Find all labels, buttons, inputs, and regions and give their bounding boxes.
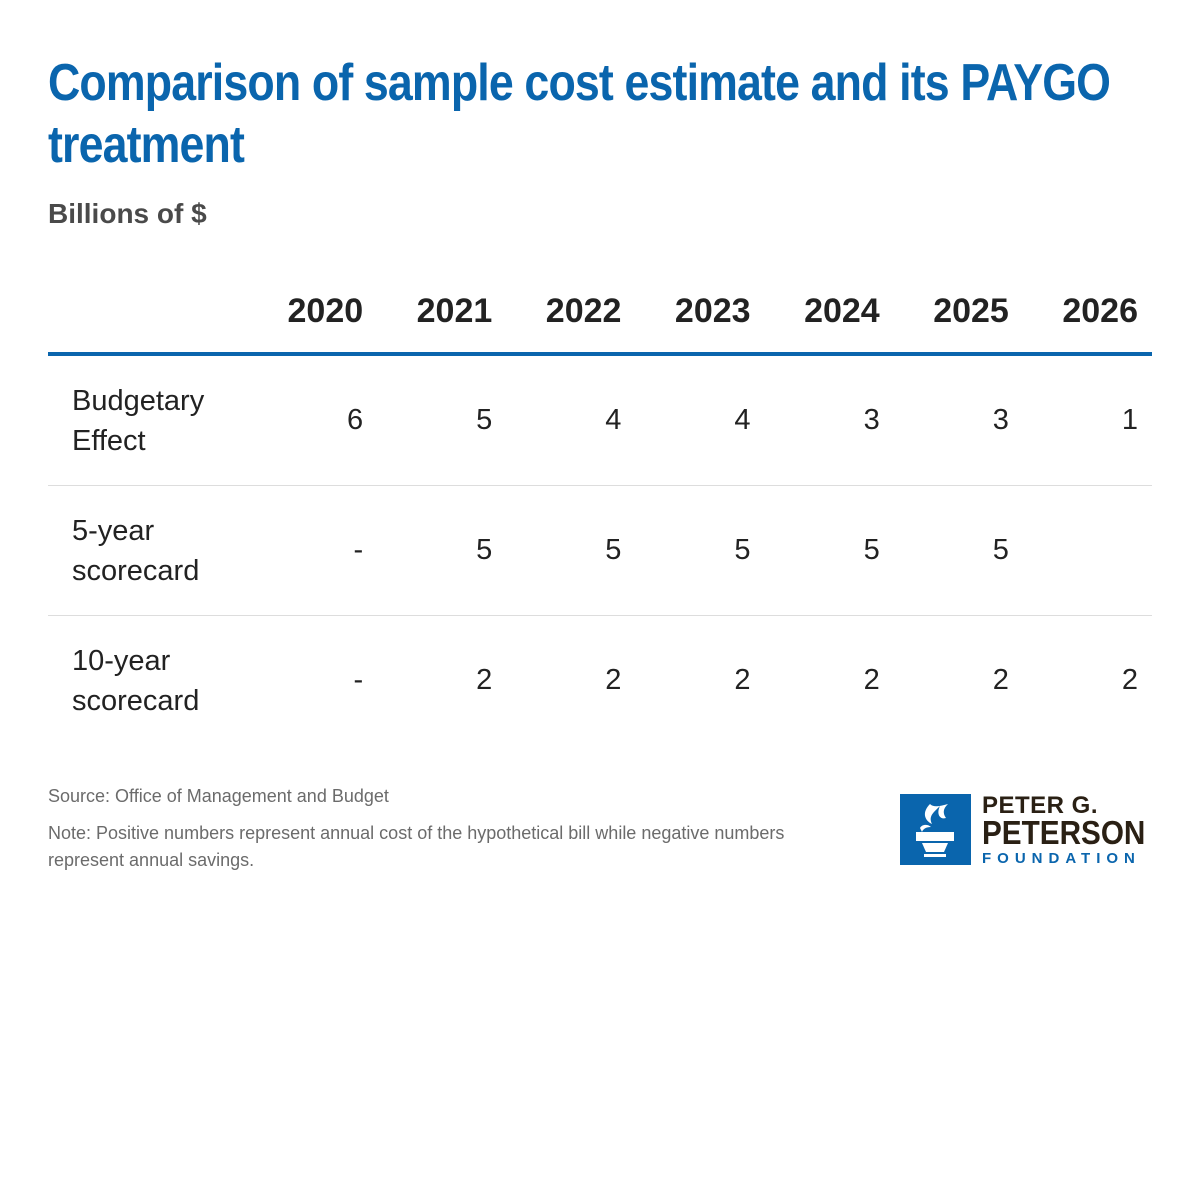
logo-box [900, 794, 971, 865]
chart-subtitle: Billions of $ [48, 198, 207, 229]
table-cell: 5 [764, 485, 894, 616]
table-cell: 3 [893, 354, 1023, 486]
table-cell: 2 [605, 664, 622, 696]
table-cell [1022, 485, 1152, 616]
peterson-foundation-logo: PETER G. PETERSON FOUNDATION [900, 792, 1152, 867]
table-cell: 5 [506, 485, 636, 616]
column-header: 2022 [506, 270, 636, 356]
row-label: Budgetary Effect [48, 354, 248, 486]
logo-text-line3: FOUNDATION [982, 850, 1141, 867]
row-label: 10-year scorecard [48, 616, 248, 746]
row-label-text: 10-year scorecard [72, 644, 200, 717]
table-cell: 2 [992, 664, 1009, 696]
column-header: 2024 [764, 270, 894, 356]
row-label-text: Budgetary Effect [72, 384, 205, 457]
footnote: Note: Positive numbers represent annual … [48, 823, 785, 870]
column-header: 2023 [635, 270, 765, 356]
data-table: 2020 2021 2022 2023 2024 2025 2026 Budge… [48, 270, 1152, 745]
table-cell: 4 [635, 354, 765, 486]
chart-title: Comparison of sample cost estimate and i… [48, 54, 1111, 174]
table-cell: 6 [248, 354, 378, 486]
table-cell: 5 [377, 354, 507, 486]
table-cell: - [248, 485, 378, 616]
table-row: Budgetary Effect 6 5 4 4 3 3 1 [48, 354, 1152, 486]
torch-icon [916, 804, 954, 857]
table-cell: 3 [764, 354, 894, 486]
table-cell: 5 [893, 485, 1023, 616]
table-cell: - [353, 664, 364, 696]
table-cell: 2 [863, 664, 880, 696]
column-header: 2020 [248, 270, 378, 356]
logo-text-line1: PETER G. [982, 792, 1099, 819]
table-cell: 2 [734, 664, 751, 696]
table-cell: 2 [1121, 664, 1138, 696]
logo-text-line2: PETERSON [982, 814, 1146, 851]
column-header: 2021 [377, 270, 507, 356]
header-row: 2020 2021 2022 2023 2024 2025 2026 [48, 270, 1152, 356]
table-cell: 1 [1022, 354, 1152, 486]
column-header: 2026 [1022, 270, 1152, 356]
source-note: Source: Office of Management and Budget [48, 786, 389, 806]
row-label-text: 5-year scorecard [72, 514, 200, 587]
table-row: 10-year scorecard - 2 2 2 2 2 2 [48, 616, 1152, 746]
row-label: 5-year scorecard [48, 485, 248, 616]
header-corner [48, 270, 248, 356]
column-header: 2025 [893, 270, 1023, 356]
table-cell: 5 [377, 485, 507, 616]
table-cell: 4 [506, 354, 636, 486]
table-cell: 2 [476, 664, 493, 696]
table-row: 5-year scorecard - 5 5 5 5 5 [48, 485, 1152, 616]
table-cell: 5 [635, 485, 765, 616]
